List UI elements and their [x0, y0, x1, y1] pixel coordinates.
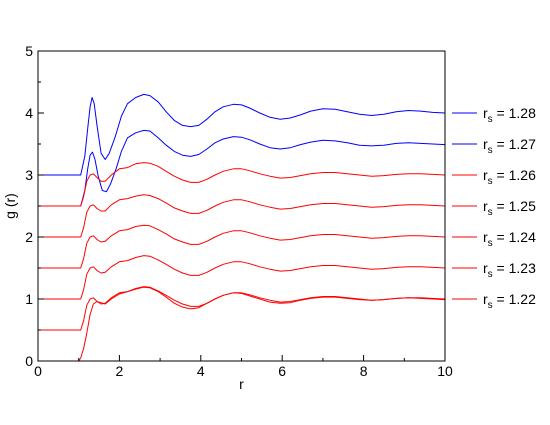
y-axis-title: g (r): [2, 193, 18, 219]
legend-label: rs = 1.28: [483, 105, 536, 125]
x-tick-label: 4: [197, 363, 205, 379]
series-line-6: [38, 255, 446, 300]
legend-label: rs = 1.24: [483, 229, 536, 249]
series-line-7: [38, 286, 446, 362]
series-line-8: [38, 286, 446, 331]
y-tick-label: 5: [25, 43, 33, 59]
series-line-5: [38, 224, 446, 269]
legend-label: rs = 1.26: [483, 167, 536, 187]
y-tick-label: 1: [25, 291, 33, 307]
series-line-1: [38, 93, 446, 176]
series-layer: [38, 93, 446, 362]
y-tick-label: 2: [25, 229, 33, 245]
y-tick-label: 0: [25, 353, 33, 369]
x-tick-label: 2: [116, 363, 124, 379]
x-tick-label: 8: [360, 363, 368, 379]
x-axis-title: r: [239, 376, 244, 392]
legend-label: rs = 1.23: [483, 260, 536, 280]
legend: rs = 1.28 rs = 1.27 rs = 1.26 rs = 1.25 rs =…: [452, 105, 536, 311]
axis-ticks: 0 2 4 6 8 10 0 1 2 3 4 5: [25, 43, 453, 379]
y-tick-label: 4: [25, 105, 33, 121]
legend-label: rs = 1.27: [483, 136, 536, 156]
plot-frame: [37, 50, 446, 362]
x-tick-label: 10: [437, 363, 453, 379]
legend-label: rs = 1.25: [483, 198, 536, 218]
x-tick-label: 0: [34, 363, 42, 379]
legend-label: rs = 1.22: [483, 291, 536, 311]
series-line-3: [38, 162, 446, 207]
x-tick-label: 6: [278, 363, 286, 379]
series-line-2: [38, 129, 446, 207]
series-line-4: [38, 194, 446, 238]
y-tick-label: 3: [25, 167, 33, 183]
